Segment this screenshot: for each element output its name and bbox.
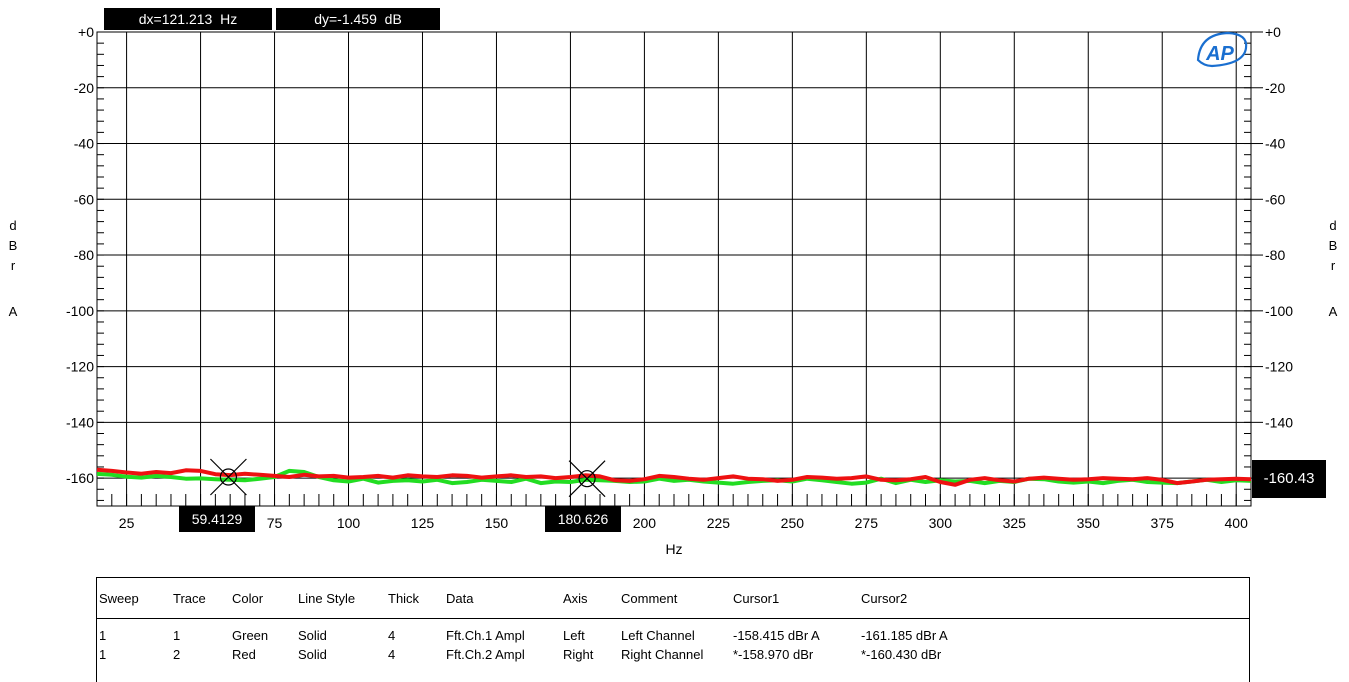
legend-cell: Green xyxy=(232,628,269,643)
y-axis-title-right-char: A xyxy=(1329,304,1338,319)
x-tick-label: 300 xyxy=(929,515,953,531)
legend-header-cell: Line Style xyxy=(298,591,356,606)
legend-cell: Right Channel xyxy=(621,647,704,662)
legend-cell: Left xyxy=(563,628,585,643)
legend-cell: Solid xyxy=(298,628,327,643)
y-tick-label-right: +0 xyxy=(1265,24,1281,40)
series-line-2 xyxy=(96,467,1252,487)
dx-readout: dx=121.213 Hz xyxy=(104,8,272,30)
y-axis-title-left: d B r A xyxy=(9,218,18,319)
y-tick-label-right: -60 xyxy=(1265,191,1285,207)
y-tick-label-left: -140 xyxy=(66,414,94,430)
cursor-1[interactable] xyxy=(209,458,247,496)
legend-header-cell: Color xyxy=(232,591,264,606)
legend-header-cell: Data xyxy=(446,591,474,606)
legend-cell: *-158.970 dBr xyxy=(733,647,814,662)
x-tick-label: 225 xyxy=(707,515,731,531)
cursor-circle xyxy=(578,470,596,488)
ap-logo: AP xyxy=(1196,31,1248,68)
cursor-circle xyxy=(219,468,238,486)
cursor-2[interactable] xyxy=(568,460,606,498)
legend-cell: -161.185 dBr A xyxy=(861,628,948,643)
legend-cell: Fft.Ch.2 Ampl xyxy=(446,647,525,662)
legend-table: Sweep Trace Color Line Style Thick Data Axis Co… xyxy=(96,577,1250,682)
legend-cell: Solid xyxy=(298,647,327,662)
x-tick-label: 150 xyxy=(485,515,509,531)
legend-cell: 4 xyxy=(388,628,396,643)
legend-header-cell: Trace xyxy=(173,591,206,606)
y-axis-title-left-char: B xyxy=(9,238,18,253)
x-tick-label: 275 xyxy=(855,515,879,531)
x-tick-label: 350 xyxy=(1077,515,1101,531)
legend-header-cell: Cursor1 xyxy=(733,591,780,606)
legend-cell: 2 xyxy=(173,647,181,662)
y-tick-label-right: -40 xyxy=(1265,136,1285,152)
legend-header-cell: Comment xyxy=(621,591,678,606)
plot-frame xyxy=(96,31,1252,507)
x-tick-label: 25 xyxy=(119,515,135,531)
legend-cell: 1 xyxy=(99,628,107,643)
x-axis-title: Hz xyxy=(665,541,682,557)
x-tick-label: 400 xyxy=(1225,515,1249,531)
x-tick-label: 100 xyxy=(337,515,361,531)
cursor1-x-readout: 59.4129 xyxy=(179,506,255,532)
y-axis-right: +0-20-40-60-80-100-120-140-160 xyxy=(1251,24,1293,486)
legend-cell: 4 xyxy=(388,647,396,662)
cursor2-x-readout: 180.626 xyxy=(545,506,621,532)
legend-header-cell: Thick xyxy=(388,591,420,606)
right-cursor-readout: -160.43 xyxy=(1252,460,1326,498)
legend-cell: -158.415 dBr A xyxy=(733,628,820,643)
y-tick-label-left: -80 xyxy=(74,247,94,263)
y-axis-title-left-char: d xyxy=(9,218,16,233)
x-tick-label: 325 xyxy=(1003,515,1027,531)
legend-header-cell: Axis xyxy=(563,591,588,606)
legend-cell: Left Channel xyxy=(621,628,695,643)
y-tick-label-right: -100 xyxy=(1265,303,1293,319)
y-tick-label-left: -20 xyxy=(74,80,94,96)
y-axis-title-right-char: r xyxy=(1331,258,1336,273)
y-axis-title-right-char: d xyxy=(1329,218,1336,233)
y-tick-label-left: +0 xyxy=(78,24,94,40)
y-tick-label-right: -140 xyxy=(1265,414,1293,430)
x-axis: 25 75 100 125 150 200 225 250 275 300 325 350 375 400 xyxy=(119,515,1248,531)
cursors[interactable] xyxy=(209,458,606,498)
x-tick-label: 250 xyxy=(781,515,805,531)
y-tick-label-right: -80 xyxy=(1265,247,1285,263)
chart-svg: +0 -20 -40 -60 -80 -100 -120 -140 -160 +0 -20 -40 -… xyxy=(9,24,1338,557)
x-tick-label: 200 xyxy=(633,515,657,531)
legend-cell: 1 xyxy=(173,628,181,643)
y-axis-title-left-char: r xyxy=(11,258,16,273)
y-axis-title-left-char: A xyxy=(9,304,18,319)
legend-header-cell: Cursor2 xyxy=(861,591,908,606)
legend-cell: *-160.430 dBr xyxy=(861,647,942,662)
x-tick-label: 375 xyxy=(1151,515,1175,531)
minor-ticks xyxy=(97,31,1252,506)
y-tick-label-right: -120 xyxy=(1265,359,1293,375)
y-tick-label-left: -160 xyxy=(66,470,94,486)
y-axis-title-right: d B r A xyxy=(1329,218,1338,319)
dy-readout: dy=-1.459 dB xyxy=(276,8,440,30)
x-tick-label: 125 xyxy=(411,515,435,531)
y-axis-title-right-char: B xyxy=(1329,238,1338,253)
y-tick-label-left: -60 xyxy=(74,191,94,207)
cursor-cross-b xyxy=(209,458,247,496)
y-tick-label-left: -40 xyxy=(74,136,94,152)
legend-cell: Fft.Ch.1 Ampl xyxy=(446,628,525,643)
legend-cell: Red xyxy=(232,647,256,662)
y-tick-label-left: -100 xyxy=(66,303,94,319)
legend-header-cell: Sweep xyxy=(99,591,139,606)
y-tick-label-left: -120 xyxy=(66,359,94,375)
series-group xyxy=(96,467,1252,487)
y-axis-left: +0 -20 -40 -60 -80 -100 -120 -140 -160 xyxy=(66,24,94,486)
legend-header-row: Sweep Trace Color Line Style Thick Data Axis Co… xyxy=(97,578,1249,619)
legend-cell: 1 xyxy=(99,647,107,662)
legend-cell: Right xyxy=(563,647,594,662)
series-line-1 xyxy=(96,468,1252,486)
x-tick-label: 75 xyxy=(267,515,283,531)
grid xyxy=(97,31,1251,506)
cursor-cross-b xyxy=(568,460,606,498)
y-tick-label-right: -20 xyxy=(1265,80,1285,96)
ap-logo-text: AP xyxy=(1205,43,1234,65)
